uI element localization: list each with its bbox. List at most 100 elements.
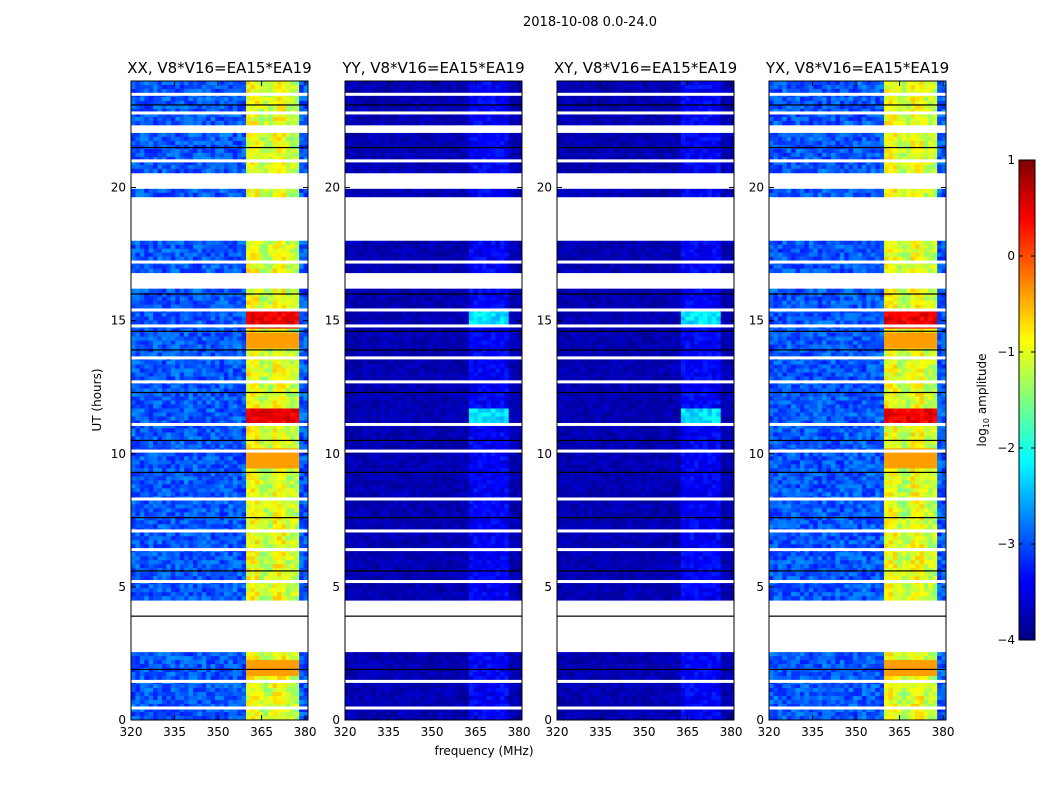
heatmap-cell <box>281 164 287 170</box>
heatmap-cell <box>170 692 176 697</box>
heatmap-cell <box>223 544 229 549</box>
heatmap-cell <box>201 344 207 349</box>
heatmap-cell <box>263 332 269 337</box>
heatmap-cell <box>144 168 150 174</box>
heatmap-cell <box>153 148 158 154</box>
heatmap-cell <box>223 412 229 417</box>
heatmap-cell <box>250 364 256 369</box>
heatmap-cell <box>285 572 291 577</box>
heatmap-cell <box>153 388 158 393</box>
heatmap-cell <box>250 492 256 497</box>
heatmap-cell <box>215 332 220 337</box>
heatmap-cell <box>232 296 238 302</box>
heatmap-cell <box>277 156 282 162</box>
heatmap-cell <box>241 304 247 310</box>
heatmap-cell <box>153 168 158 174</box>
heatmap-cell <box>237 584 243 589</box>
heatmap-cell <box>237 156 243 162</box>
heatmap-cell <box>232 256 238 262</box>
heatmap-cell <box>188 156 194 162</box>
heatmap-cell <box>188 84 194 90</box>
heatmap-cell <box>153 440 158 445</box>
heatmap-cell <box>135 240 141 246</box>
heatmap-cell <box>219 152 225 158</box>
heatmap-cell <box>170 596 176 601</box>
heatmap-cell <box>263 476 269 481</box>
heatmap-cell <box>215 684 220 689</box>
heatmap-cell <box>175 100 181 106</box>
heatmap-cell <box>281 532 287 537</box>
heatmap-cell <box>197 700 203 705</box>
heatmap-cell <box>232 436 238 441</box>
heatmap-cell <box>259 516 265 521</box>
heatmap-cell <box>223 396 229 401</box>
heatmap-cell <box>259 452 265 457</box>
heatmap-cell <box>299 312 304 318</box>
heatmap-cell <box>290 100 296 106</box>
heatmap-cell <box>285 688 291 693</box>
heatmap-cell <box>241 288 247 294</box>
heatmap-cell <box>259 364 265 369</box>
heatmap-cell <box>285 444 291 449</box>
heatmap-cell <box>237 516 243 521</box>
heatmap-cell <box>263 264 269 270</box>
heatmap-cell <box>294 288 300 294</box>
heatmap-cell <box>303 684 309 689</box>
heatmap-cell <box>232 100 238 106</box>
heatmap-cell <box>272 560 278 565</box>
heatmap-cell <box>272 676 278 681</box>
heatmap-cell <box>157 364 163 369</box>
heatmap-cell <box>179 596 185 601</box>
heatmap-cell <box>290 348 296 353</box>
heatmap-cell <box>250 504 256 509</box>
heatmap-cell <box>250 84 256 90</box>
heatmap-cell <box>135 392 141 397</box>
heatmap-cell <box>210 708 216 713</box>
heatmap-cell <box>281 344 287 349</box>
heatmap-cell <box>303 572 309 577</box>
heatmap-cell <box>254 428 260 433</box>
heatmap-cell <box>299 268 304 274</box>
heatmap-cell <box>144 188 150 194</box>
heatmap-cell <box>192 100 198 106</box>
heatmap-cell <box>166 504 172 509</box>
heatmap-cell <box>254 84 260 90</box>
heatmap-cell <box>223 696 229 701</box>
heatmap-cell <box>179 560 185 565</box>
heatmap-cell <box>254 452 260 457</box>
heatmap-cell <box>166 268 172 274</box>
heatmap-cell <box>250 536 256 541</box>
heatmap-cell <box>166 516 172 521</box>
heatmap-cell <box>294 252 300 258</box>
heatmap-cell <box>219 440 225 445</box>
heatmap-cell <box>197 320 203 326</box>
heatmap-cell <box>299 400 304 405</box>
heatmap-cell <box>215 404 220 409</box>
heatmap-cell <box>215 320 220 326</box>
heatmap-cell <box>281 392 287 397</box>
heatmap-cell <box>210 252 216 258</box>
heatmap-cell <box>148 320 154 326</box>
heatmap-cell <box>285 536 291 541</box>
heatmap-cell <box>290 264 296 270</box>
heatmap-cell <box>179 452 185 457</box>
heatmap-cell <box>192 296 198 302</box>
heatmap-cell <box>277 524 282 529</box>
heatmap-cell <box>184 696 189 701</box>
heatmap-cell <box>179 84 185 90</box>
heatmap-cell <box>290 368 296 373</box>
heatmap-cell <box>263 584 269 589</box>
heatmap-cell <box>206 140 212 146</box>
heatmap-cell <box>131 592 136 597</box>
heatmap-cell <box>210 688 216 693</box>
heatmap-cell <box>197 112 203 118</box>
heatmap-cell <box>135 684 141 689</box>
heatmap-cell <box>294 456 300 461</box>
heatmap-cell <box>223 492 229 497</box>
heatmap-cell <box>228 408 234 413</box>
heatmap-cell <box>206 660 212 665</box>
heatmap-cell <box>241 192 247 198</box>
heatmap-cell <box>290 524 296 529</box>
heatmap-cell <box>228 552 234 557</box>
heatmap-cell <box>139 416 145 421</box>
